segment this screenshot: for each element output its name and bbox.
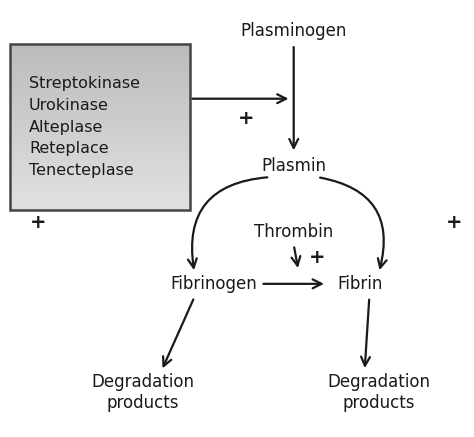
Bar [10,52,190,57]
Bar [10,160,190,164]
Bar [10,123,190,127]
Bar [10,135,190,139]
Bar [10,73,190,77]
Text: Plasminogen: Plasminogen [240,22,347,40]
Bar [10,148,190,152]
Bar [10,86,190,90]
Bar [10,189,190,193]
Bar [10,111,190,114]
Bar [10,57,190,61]
Bar [10,173,190,177]
Text: Fibrin: Fibrin [337,275,383,293]
Bar [10,131,190,135]
Bar [10,127,190,131]
Bar [10,81,190,86]
Bar [10,152,190,156]
Bar [10,119,190,123]
Bar [10,114,190,119]
Text: +: + [309,248,326,267]
Text: Plasmin: Plasmin [261,157,326,175]
Bar [10,65,190,69]
Text: Degradation
products: Degradation products [91,373,194,412]
Bar [10,168,190,173]
Bar [10,90,190,94]
Bar [10,206,190,210]
Text: +: + [238,109,255,128]
Bar [10,69,190,73]
Bar [10,156,190,160]
Bar [10,198,190,201]
Bar [10,193,190,198]
Bar [10,185,190,189]
Text: +: + [446,213,463,232]
Bar [10,77,190,81]
Bar [10,44,190,49]
Bar [10,49,190,52]
Text: Fibrinogen: Fibrinogen [170,275,257,293]
Bar [10,94,190,98]
Text: Streptokinase
Urokinase
Alteplase
Reteplace
Tenecteplase: Streptokinase Urokinase Alteplase Retepl… [29,76,140,178]
Bar [10,177,190,181]
Bar [10,144,190,148]
Bar [10,61,190,65]
Bar [10,106,190,111]
Bar [10,98,190,102]
Text: Degradation
products: Degradation products [327,373,430,412]
Bar [10,164,190,168]
Bar [10,201,190,206]
Bar [10,181,190,185]
Bar [10,139,190,144]
Bar [10,102,190,106]
Text: Thrombin: Thrombin [254,222,333,240]
Text: +: + [30,213,47,232]
